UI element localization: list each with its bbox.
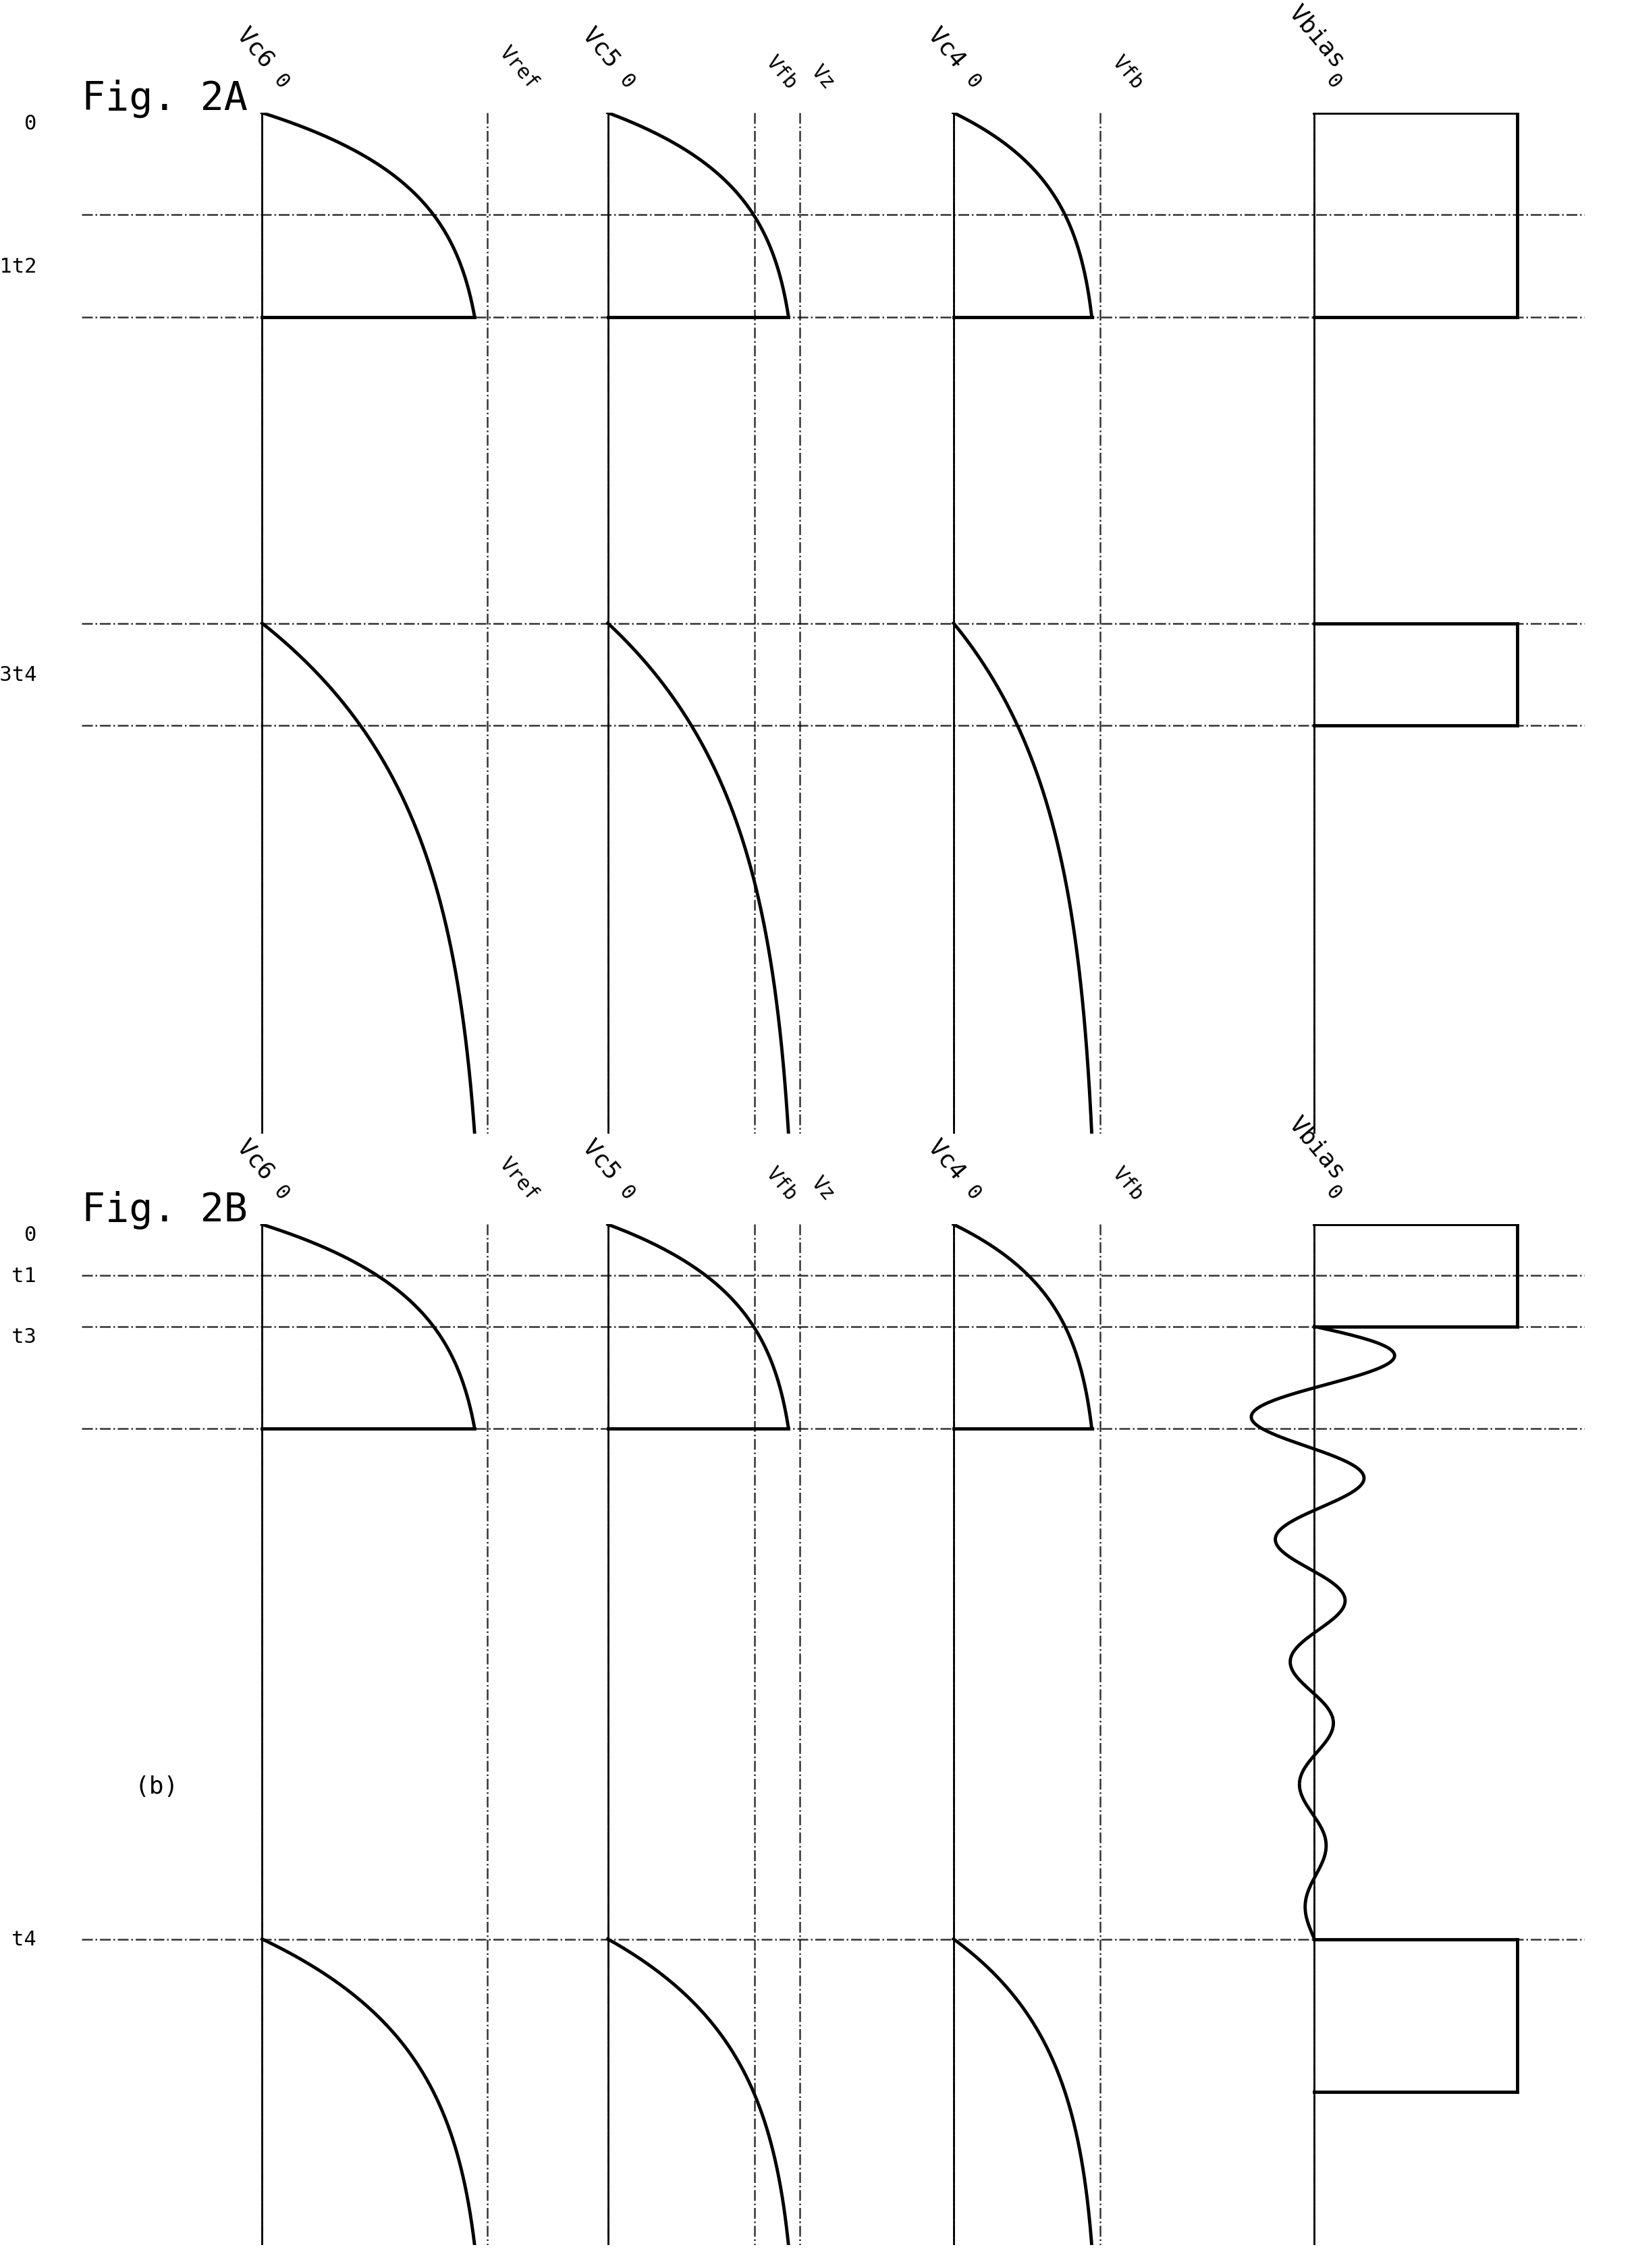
Text: t4: t4: [11, 1930, 36, 1948]
Text: t3t4: t3t4: [0, 665, 36, 685]
Text: Vz: Vz: [807, 61, 838, 93]
Text: 0: 0: [616, 70, 639, 93]
Text: Vc4: Vc4: [923, 25, 969, 73]
Text: Vc6: Vc6: [232, 25, 278, 73]
Text: Vz: Vz: [807, 1173, 838, 1204]
Text: Vfb: Vfb: [1108, 52, 1147, 93]
Text: Fig. 2B: Fig. 2B: [82, 1191, 248, 1229]
Text: Vfb: Vfb: [761, 1163, 801, 1204]
Text: 0: 0: [270, 1182, 292, 1204]
Text: Vc4: Vc4: [923, 1136, 969, 1184]
Text: Vref: Vref: [495, 1154, 542, 1204]
Text: t1: t1: [11, 1266, 36, 1286]
Text: 0: 0: [25, 113, 36, 134]
Text: Fig. 2A: Fig. 2A: [82, 79, 248, 118]
Text: 0: 0: [25, 1225, 36, 1245]
Text: t2 t3: t2 t3: [0, 1327, 36, 1347]
Text: Vfb: Vfb: [761, 52, 801, 93]
Text: 0: 0: [616, 1182, 639, 1204]
Text: 0: 0: [1322, 1182, 1345, 1204]
Text: 0: 0: [961, 70, 984, 93]
Text: Vbias: Vbias: [1284, 2, 1350, 73]
Text: Vc5: Vc5: [578, 25, 624, 73]
Text: Vref: Vref: [495, 43, 542, 93]
Text: 0: 0: [1322, 70, 1345, 93]
Text: t1t2: t1t2: [0, 256, 36, 277]
Text: Vbias: Vbias: [1284, 1114, 1350, 1184]
Text: Vc5: Vc5: [578, 1136, 624, 1184]
Text: Vfb: Vfb: [1108, 1163, 1147, 1204]
Text: 0: 0: [270, 70, 292, 93]
Text: 0: 0: [961, 1182, 984, 1204]
Text: (b): (b): [136, 1774, 178, 1799]
Text: Vc6: Vc6: [232, 1136, 278, 1184]
